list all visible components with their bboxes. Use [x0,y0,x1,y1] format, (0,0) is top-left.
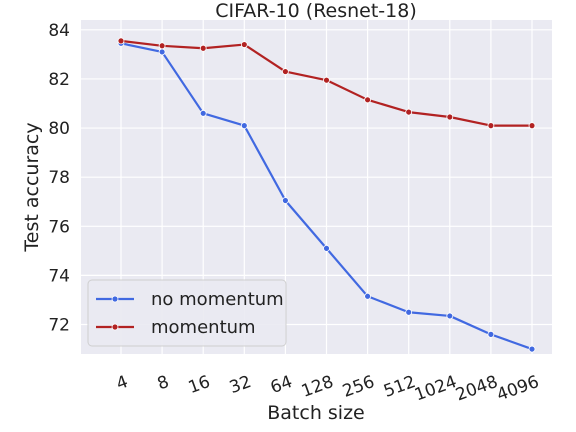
y-axis-label: Test accuracy [21,122,43,252]
data-point [158,42,166,50]
data-point [281,197,289,204]
x-tick-label: 32 [227,372,254,398]
data-point [323,76,330,84]
chart-title: CIFAR-10 (Resnet-18) [215,0,417,22]
data-point [323,244,330,252]
x-tick-label: 2048 [453,372,500,406]
x-tick-label: 1024 [412,372,459,406]
y-tick-label: 76 [48,217,70,237]
data-point [528,122,536,130]
series-layer [117,37,536,353]
legend-box [87,279,287,347]
legend-swatch-marker [111,323,119,331]
legend-label: momentum [151,317,256,338]
data-point [487,330,495,338]
data-point [117,37,125,45]
x-axis-label: Batch size [267,402,365,424]
legend-item: momentum [96,317,256,338]
data-point [240,41,248,48]
x-tick-label: 4 [114,372,131,394]
y-tick-label: 74 [48,266,70,286]
y-tick-label: 78 [48,168,70,188]
data-point [199,109,207,117]
data-point [199,44,207,52]
legend-item: no momentum [96,289,284,310]
x-tick-label: 64 [268,372,295,398]
y-tick-label: 82 [48,70,70,90]
data-point [158,48,166,56]
series-2 [117,37,536,130]
data-point [446,113,454,121]
data-point [446,312,454,320]
legend-label: no momentum [151,289,284,310]
y-tick-label: 80 [48,119,70,139]
x-tick-label: 8 [155,372,172,394]
legend: no momentum momentum [87,279,287,347]
grid [81,20,552,354]
x-tick-label: 256 [340,372,377,402]
x-tick-label: 16 [186,372,213,398]
data-point [364,96,372,104]
y-tick-labels: 72 74 76 78 80 82 84 [48,21,70,336]
data-point [405,108,413,116]
data-point [528,345,536,353]
data-point [487,122,495,130]
data-point [281,68,289,75]
data-point [240,122,248,130]
data-point [405,308,413,316]
data-point [364,292,372,300]
y-tick-label: 72 [48,316,70,336]
legend-swatch-marker [111,295,119,303]
x-tick-label: 4096 [494,372,541,406]
x-tick-label: 128 [299,372,336,402]
y-tick-label: 84 [48,21,70,41]
